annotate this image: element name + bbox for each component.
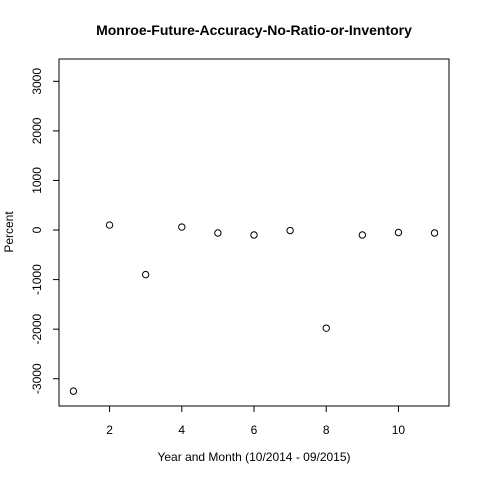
data-point xyxy=(286,226,294,235)
x-tick-label: 6 xyxy=(251,423,258,437)
x-tick-label: 8 xyxy=(323,423,330,437)
data-point xyxy=(214,229,222,237)
x-axis: 2 4 6 8 10 xyxy=(106,406,405,437)
chart-title: Monroe-Future-Accuracy-No-Ratio-or-Inven… xyxy=(96,22,412,38)
x-tick-label: 4 xyxy=(178,423,185,437)
y-tick-label: 1000 xyxy=(30,167,44,194)
data-point xyxy=(394,228,403,237)
y-tick-label: -3000 xyxy=(30,363,44,394)
plot-frame xyxy=(58,58,450,407)
data-point xyxy=(322,324,330,332)
y-tick-label: 2000 xyxy=(30,117,44,144)
x-axis-label: Year and Month (10/2014 - 09/2015) xyxy=(157,450,350,464)
data-point xyxy=(430,229,439,237)
y-tick-label: -2000 xyxy=(30,313,44,344)
y-tick-label: -1000 xyxy=(30,264,44,295)
y-axis-label: Percent xyxy=(2,211,16,253)
y-tick-label: 0 xyxy=(30,226,44,233)
x-tick-label: 2 xyxy=(106,423,113,437)
data-point xyxy=(69,387,78,395)
data-point xyxy=(250,231,258,239)
x-tick-label: 10 xyxy=(392,423,406,437)
data-point xyxy=(178,223,186,231)
y-axis: -3000 -2000 -1000 0 1000 2000 3000 xyxy=(30,68,59,394)
data-point xyxy=(358,231,367,239)
data-points xyxy=(69,221,439,395)
data-point xyxy=(141,270,150,279)
y-tick-label: 3000 xyxy=(30,68,44,95)
data-point xyxy=(105,221,114,229)
